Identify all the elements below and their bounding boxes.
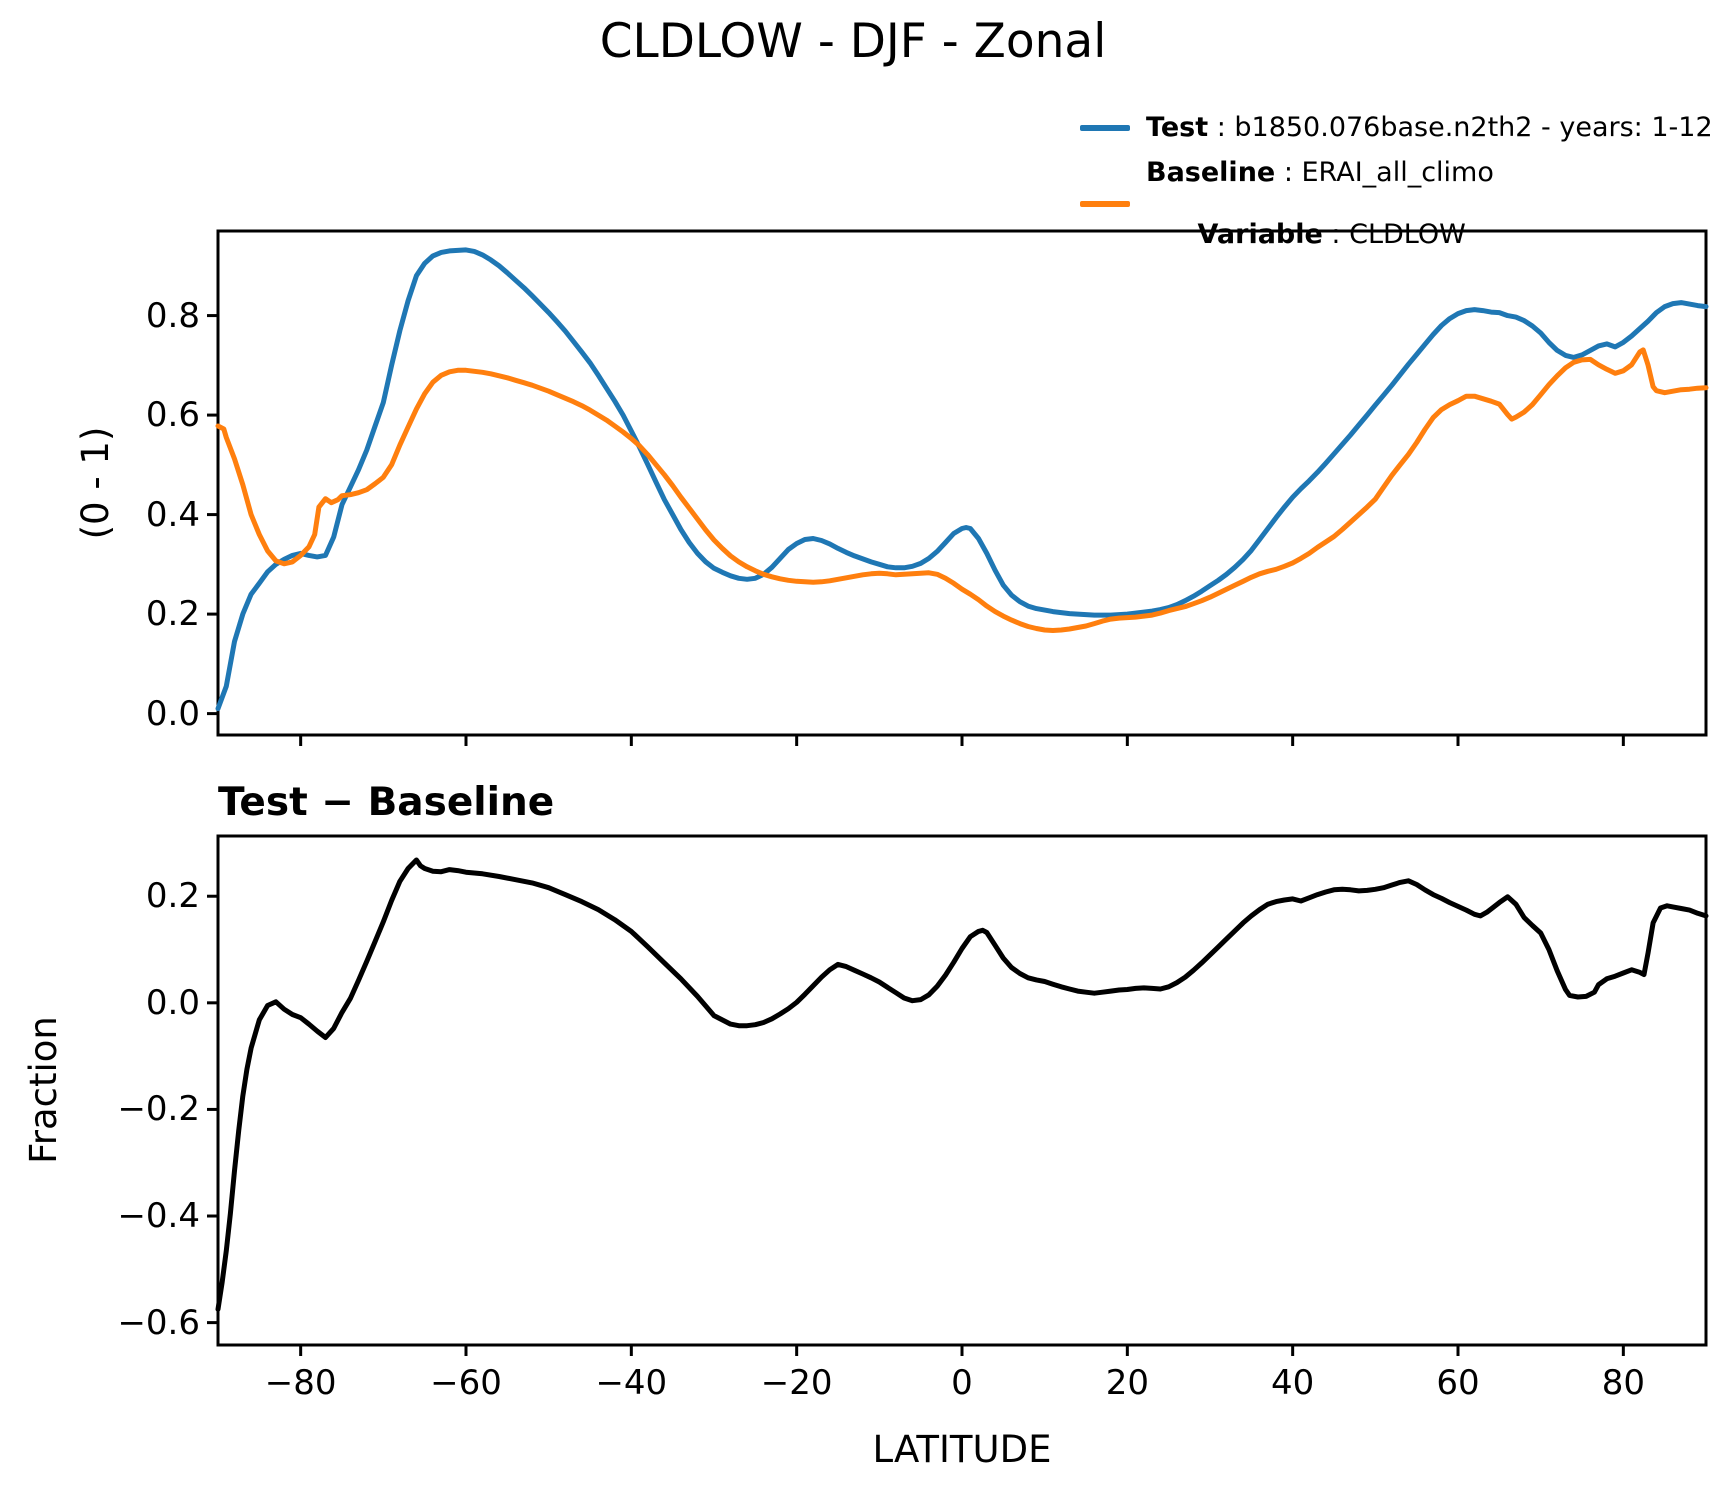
y-tick-label: 0.2 bbox=[145, 876, 200, 917]
y-tick-label: 0.0 bbox=[145, 693, 200, 734]
y-tick-label: −0.4 bbox=[117, 1196, 200, 1237]
test-line bbox=[215, 247, 1709, 712]
x-tick-label: −60 bbox=[430, 1363, 502, 1403]
x-tick-label: 80 bbox=[1601, 1363, 1645, 1403]
y-tick-label: 0.4 bbox=[145, 494, 200, 535]
x-tick-label: 40 bbox=[1271, 1363, 1315, 1403]
x-tick-label: −40 bbox=[595, 1363, 668, 1403]
legend-label-baseline: Baseline : ERAI_all_climo Variable : CLD… bbox=[1146, 157, 1494, 250]
legend-swatch-baseline-line bbox=[1080, 200, 1130, 207]
x-tick-label: 60 bbox=[1436, 1363, 1480, 1403]
y-tick-label: −0.2 bbox=[117, 1089, 200, 1130]
legend-swatch-test-line bbox=[1080, 124, 1130, 131]
y-tick-label: 0.0 bbox=[145, 982, 200, 1023]
top-panel bbox=[207, 229, 1709, 746]
bottom-panel-y-axis-label: Fraction bbox=[22, 1016, 65, 1164]
x-tick-label: −20 bbox=[760, 1363, 833, 1403]
legend: Test : b1850.076base.n2th2 - years: 1-12… bbox=[1080, 112, 1713, 264]
legend-label-test: Test : b1850.076base.n2th2 - years: 1-12 bbox=[1146, 112, 1713, 143]
y-tick-label: −0.6 bbox=[117, 1302, 200, 1343]
bottom-panel-title: Test − Baseline bbox=[218, 780, 555, 825]
bottom-panel bbox=[207, 834, 1709, 1356]
axes-spines bbox=[216, 229, 1708, 737]
test-baseline-line bbox=[215, 857, 1709, 1312]
x-tick-label: 20 bbox=[1105, 1363, 1149, 1403]
x-tick-label: −80 bbox=[264, 1363, 337, 1403]
chart-title: CLDLOW - DJF - Zonal bbox=[599, 14, 1107, 69]
y-tick-label: 0.6 bbox=[145, 395, 200, 436]
y-tick-label: 0.2 bbox=[145, 594, 200, 635]
baseline-line bbox=[215, 347, 1709, 633]
legend-item-test: Test : b1850.076base.n2th2 - years: 1-12 bbox=[1080, 112, 1713, 143]
x-axis-label: LATITUDE bbox=[872, 1428, 1052, 1471]
legend-item-baseline: Baseline : ERAI_all_climo Variable : CLD… bbox=[1080, 157, 1713, 250]
y-tick-label: 0.8 bbox=[145, 295, 200, 336]
x-tick-label: 0 bbox=[951, 1363, 973, 1403]
top-panel-y-axis-label: (0 - 1) bbox=[74, 426, 117, 540]
